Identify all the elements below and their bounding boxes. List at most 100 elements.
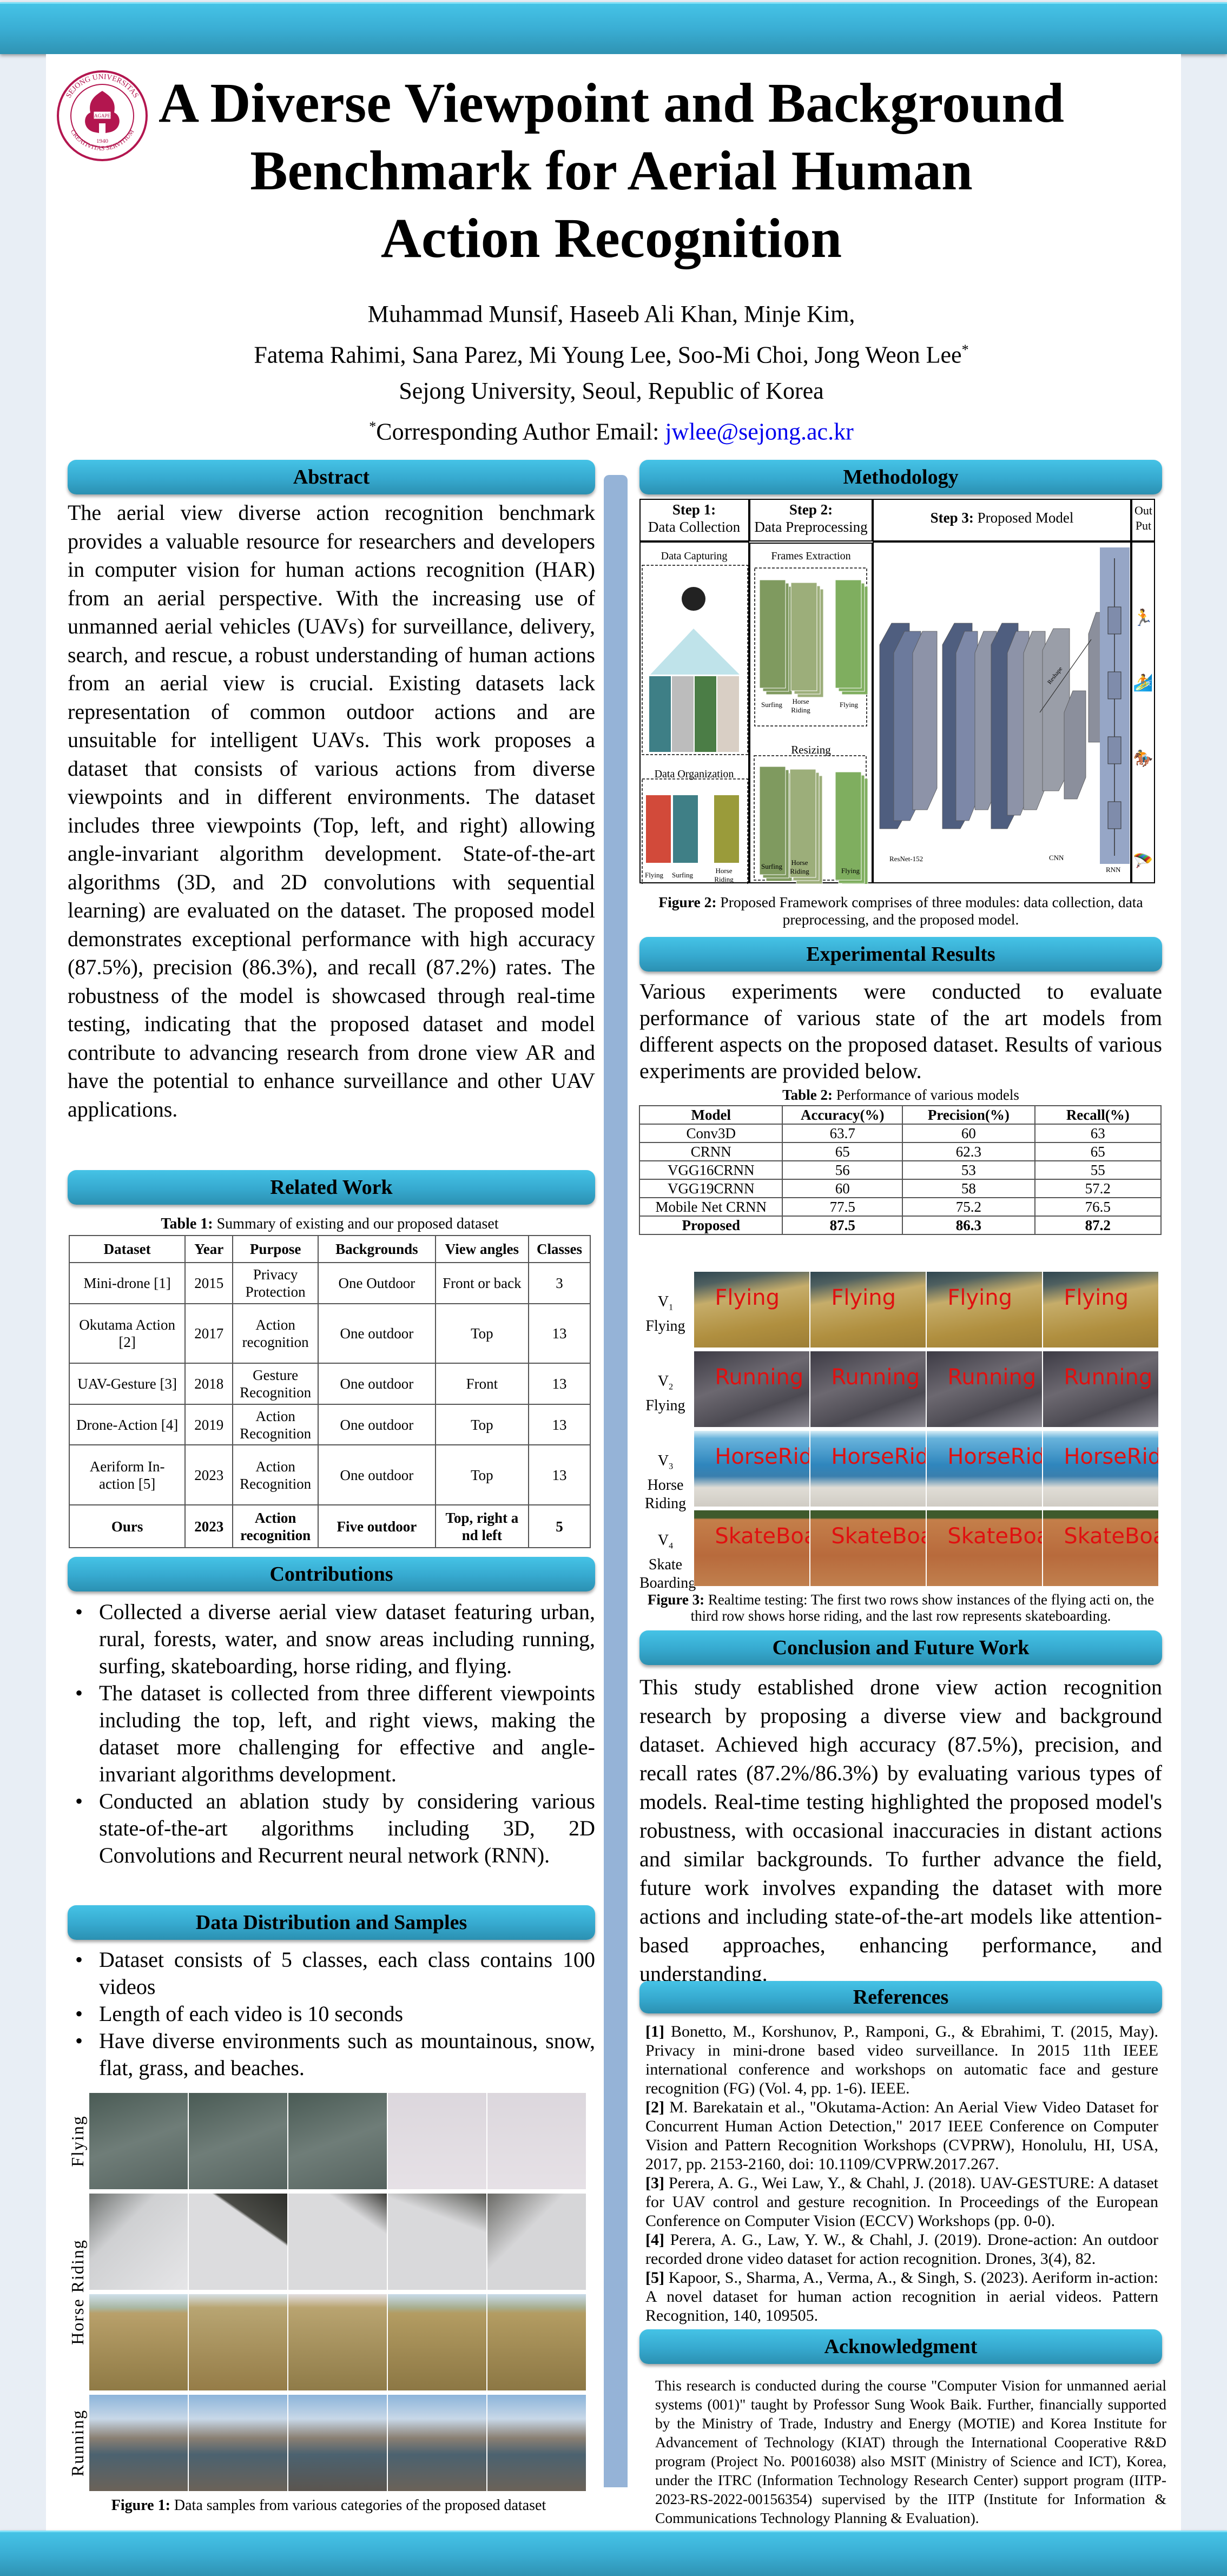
table2-cell: 87.5 bbox=[782, 1216, 903, 1235]
table1-cell: Okutama Action [2] bbox=[68, 1303, 186, 1364]
table1-cell: Action recognition bbox=[232, 1504, 319, 1548]
prediction-overlay: Flying bbox=[1064, 1285, 1129, 1311]
table1-cell: Top bbox=[434, 1404, 530, 1445]
table2-header-cell: Model bbox=[638, 1105, 783, 1125]
sample-frame bbox=[188, 2092, 288, 2190]
table2-cell: 63 bbox=[1034, 1124, 1162, 1143]
sample-frame bbox=[288, 2193, 387, 2290]
table1-header-cell: Dataset bbox=[68, 1235, 186, 1263]
lstm-cell bbox=[1107, 801, 1122, 829]
table1-cell: Aeriform In-action [5] bbox=[68, 1444, 186, 1505]
table1-cell: One outdoor bbox=[318, 1363, 436, 1405]
table1-row: Ours 2023 Action recognition Five outdoor To… bbox=[68, 1504, 591, 1548]
table1-cell: 13 bbox=[528, 1404, 591, 1445]
prediction-overlay: Running bbox=[831, 1365, 920, 1390]
organized-frame bbox=[714, 795, 739, 863]
lstm-cell bbox=[1107, 606, 1122, 635]
table1-cell: Top bbox=[434, 1303, 530, 1364]
realtime-frame: Running bbox=[926, 1351, 1043, 1428]
realtime-frame: Running bbox=[694, 1351, 810, 1428]
reshape-line bbox=[1039, 639, 1092, 713]
table2-cell: 75.2 bbox=[902, 1197, 1035, 1217]
table1-cell: UAV-Gesture [3] bbox=[68, 1363, 186, 1405]
table1-cell: 13 bbox=[528, 1444, 591, 1505]
table1-cell: Privacy Protection bbox=[232, 1262, 319, 1304]
organized-frame bbox=[673, 795, 698, 863]
figure3-row-label: V3 Horse Riding bbox=[644, 1452, 687, 1512]
svg-text:1940: 1940 bbox=[96, 138, 109, 144]
data-organization-label: Data Organization bbox=[654, 768, 734, 780]
frame-stack bbox=[835, 579, 862, 689]
distribution-item: Dataset consists of 5 classes, each clas… bbox=[68, 1946, 595, 2000]
table1-cell: 2019 bbox=[184, 1404, 234, 1445]
table2-cell: 60 bbox=[902, 1124, 1035, 1143]
realtime-frame: Running bbox=[1043, 1351, 1159, 1428]
table2-cell: Proposed bbox=[638, 1216, 783, 1235]
rnn-label: RNN bbox=[1106, 866, 1121, 874]
realtime-frame: Flying bbox=[810, 1271, 926, 1348]
label-surfing: Surfing bbox=[761, 862, 782, 870]
abstract-header: Abstract bbox=[68, 460, 595, 494]
realtime-frame: Flying bbox=[1043, 1271, 1159, 1348]
capture-frame bbox=[672, 676, 694, 752]
step3-header: Step 3: Proposed Model bbox=[930, 510, 1074, 526]
frame-stack bbox=[759, 766, 786, 875]
table2-row: CRNN 65 62.3 65 bbox=[638, 1142, 1162, 1161]
table2: Model Accuracy(%) Precision(%) Recall(%) Con… bbox=[638, 1105, 1162, 1235]
email-link[interactable]: jwlee@sejong.ac.kr bbox=[665, 418, 854, 445]
sample-frame bbox=[89, 2294, 188, 2391]
table2-caption: Table 2: Performance of various models bbox=[782, 1087, 1019, 1103]
table2-cell: 55 bbox=[1034, 1160, 1162, 1180]
acknowledgment-header: Acknowledgment bbox=[639, 2329, 1162, 2364]
sample-frame bbox=[387, 2294, 487, 2391]
distribution-item: Length of each video is 10 seconds bbox=[68, 2000, 595, 2027]
prediction-overlay: Flying bbox=[947, 1285, 1012, 1311]
table1-cell: One Outdoor bbox=[318, 1262, 436, 1304]
figure3-row-label: V4 Skate Boarding bbox=[639, 1532, 696, 1591]
step1-header: Step 1: Data Collection bbox=[648, 501, 741, 535]
table2-cell: 58 bbox=[902, 1179, 1035, 1198]
step3-panel bbox=[873, 541, 1131, 883]
table2-row: Proposed 87.5 86.3 87.2 bbox=[638, 1216, 1162, 1235]
table1-cell: One outdoor bbox=[318, 1444, 436, 1505]
conclusion-text: This study established drone view action… bbox=[639, 1675, 1162, 1986]
table1-cell: One outdoor bbox=[318, 1303, 436, 1364]
table1-cell: 2023 bbox=[184, 1444, 234, 1505]
table1-header-cell: Year bbox=[184, 1235, 234, 1263]
output-header: Out Put bbox=[1134, 504, 1152, 532]
table2-cell: Conv3D bbox=[638, 1124, 783, 1143]
table2-cell: VGG19CRNN bbox=[638, 1179, 783, 1198]
table1-header-cell: Purpose bbox=[232, 1235, 319, 1263]
table1-cell: 5 bbox=[528, 1504, 591, 1548]
organized-frame bbox=[646, 795, 671, 863]
table1-row: Aeriform In-action [5] 2023 Action Recogni… bbox=[68, 1444, 591, 1505]
table2-cell: CRNN bbox=[638, 1142, 783, 1161]
sample-frame bbox=[89, 2193, 188, 2290]
table2-cell: 87.2 bbox=[1034, 1216, 1162, 1235]
output-panel bbox=[1131, 541, 1155, 883]
top-banner bbox=[0, 2, 1227, 54]
figure2-framework: 🏃 🏄 🏇 🪂 Step 1: Data Collection Step 2: Data … bbox=[639, 499, 1155, 884]
table1-cell: Action Recognition bbox=[232, 1444, 319, 1505]
table1-cell: 13 bbox=[528, 1363, 591, 1405]
table2-row: Mobile Net CRNN 77.5 75.2 76.5 bbox=[638, 1197, 1162, 1217]
frame-stack bbox=[789, 769, 816, 878]
capture-frame bbox=[695, 676, 716, 752]
horse-riding-icon: 🏇 bbox=[1133, 749, 1153, 768]
figure1-caption: Figure 1: Data samples from various cate… bbox=[111, 2497, 546, 2514]
frame-stack bbox=[759, 579, 786, 689]
table2-header-cell: Precision(%) bbox=[902, 1105, 1035, 1125]
methodology-header: Methodology bbox=[639, 460, 1162, 494]
figure3-caption: Figure 3: Realtime testing: The first tw… bbox=[647, 1591, 1155, 1624]
authors-line: Fatema Rahimi, Sana Parez, Mi Young Lee,… bbox=[254, 341, 969, 368]
table1-cell: 3 bbox=[528, 1262, 591, 1304]
table1-cell: 2023 bbox=[184, 1504, 234, 1548]
reference-item: [4] Perera, A. G., Law, Y. W., & Chahl, … bbox=[645, 2231, 1158, 2268]
sample-frame bbox=[487, 2394, 586, 2492]
